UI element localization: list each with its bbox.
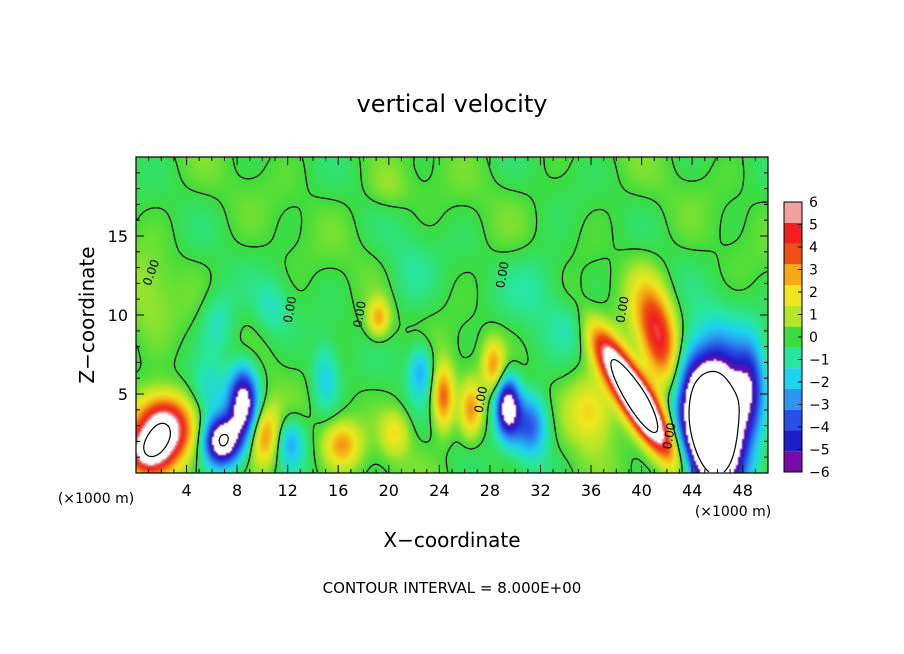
colorbar-swatch [784,347,802,369]
x-tick-label: 48 [733,481,753,500]
colorbar-label: −1 [809,353,830,369]
colorbar-swatch [784,264,802,286]
contour-level-8 [143,358,659,458]
colorbar-swatch [784,451,802,472]
contour-lines [136,157,768,473]
x-axis-label: X−coordinate [383,528,520,552]
y-axis: 5 10 15 [108,172,768,458]
contour-level--8 [218,370,740,473]
colorbar-label: −5 [809,443,830,459]
x-tick-label: 16 [328,481,348,500]
colorbar-label: −6 [809,465,830,481]
colorbar-label: 2 [809,285,818,301]
colorbar: 6 5 4 3 2 1 0 −1 −2 −3 −4 −5 −6 [783,195,830,481]
contour-label-1: 0.00 [281,295,299,324]
x-tick-label: 32 [530,481,550,500]
x-unit-right: (×1000 m) [695,504,771,520]
colorbar-swatch [784,285,802,306]
chart-title: vertical velocity [357,90,548,118]
colorbar-label: 4 [809,240,818,256]
colorbar-swatch [784,388,802,410]
x-unit-left: (×1000 m) [58,491,134,507]
plot-area: 0.000.00 0.000.000.000.000.00 [135,156,769,474]
colorbar-swatch [784,430,802,452]
y-tick-label: 15 [108,227,128,246]
colorbar-label: 6 [809,195,818,211]
x-tick-label: 24 [429,481,449,500]
colorbar-label: 0 [809,330,818,346]
colorbar-swatch [784,409,802,431]
velocity-field-image [136,157,768,473]
x-tick-label: 28 [480,481,500,500]
colorbar-swatch [784,305,802,327]
colorbar-label: −3 [809,398,830,414]
colorbar-label: 1 [809,308,818,324]
y-axis-label: Z−coordinate [75,246,99,383]
contour-label-5: 0.00 [660,422,678,451]
contour-level-0 [136,157,768,473]
x-tick-label: 8 [232,481,242,500]
colorbar-label: −2 [809,375,830,391]
x-tick-label: 36 [581,481,601,500]
x-tick-label: 12 [278,481,298,500]
colorbar-swatch [784,326,802,348]
x-tick-label: 4 [181,481,191,500]
contour-interval-note: CONTOUR INTERVAL = 8.000E+00 [323,579,582,597]
x-tick-label: 40 [631,481,651,500]
x-tick-label: 20 [379,481,399,500]
contour-label-3: 0.00 [493,260,511,289]
contour-label-6: 0.00 [472,385,490,414]
colorbar-label: 5 [809,218,818,234]
colorbar-swatch [784,202,802,223]
colorbar-swatch [784,243,802,265]
colorbar-label: −4 [809,420,830,436]
colorbar-label: 3 [809,263,818,279]
y-tick-label: 5 [118,385,128,404]
contour-label-2: 0.00 [350,300,368,329]
x-axis: 4 8 12 16 20 24 28 32 36 40 44 48 [148,157,756,500]
x-tick-label: 44 [682,481,702,500]
colorbar-swatch [784,222,802,244]
colorbar-swatch [784,368,802,389]
y-tick-label: 10 [108,306,128,325]
contour-label-4: 0.00 [613,295,631,324]
